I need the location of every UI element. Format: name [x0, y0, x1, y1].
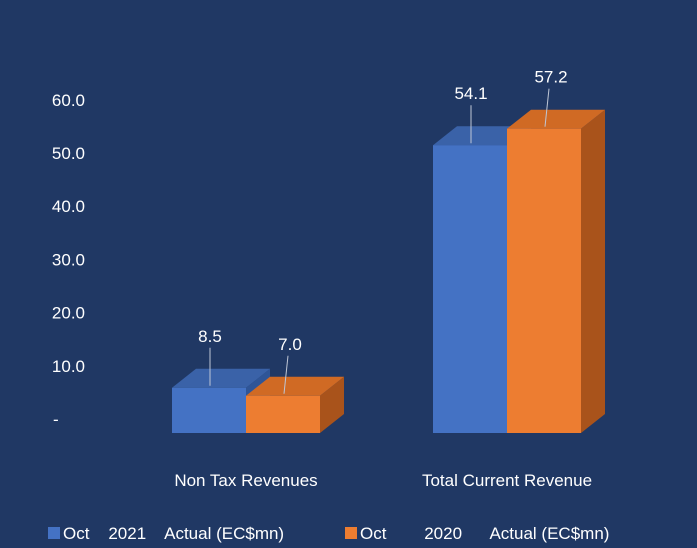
bar-front [507, 128, 581, 434]
legend: Oct 2021 Actual (EC$mn) Oct 2020 Actual (… [48, 524, 609, 543]
legend-swatch [48, 527, 60, 539]
data-label: 8.5 [198, 327, 222, 346]
x-category-label: Total Current Revenue [422, 471, 592, 490]
y-tick-label: - [53, 410, 59, 429]
data-label: 54.1 [454, 84, 487, 103]
y-tick-label: 60.0 [52, 91, 85, 110]
bar-front [246, 395, 320, 433]
data-label: 57.2 [534, 68, 567, 87]
legend-label: Oct 2021 Actual (EC$mn) [63, 524, 284, 543]
bar: 57.2 [507, 68, 605, 434]
y-tick-label: 50.0 [52, 144, 85, 163]
bar-top [172, 368, 270, 388]
bar: 7.0 [246, 335, 344, 433]
y-tick-label: 40.0 [52, 197, 85, 216]
bar-side [581, 109, 605, 434]
bar-top [507, 109, 605, 129]
data-label-leader [283, 355, 289, 394]
y-tick-label: 30.0 [52, 250, 85, 269]
y-tick-label: 20.0 [52, 304, 85, 323]
bar-front [172, 387, 246, 433]
data-label-leader [544, 88, 550, 127]
bar-side [320, 376, 344, 433]
y-axis: - 10.0 20.0 30.0 40.0 50.0 60.0 [52, 91, 85, 429]
y-tick-label: 10.0 [52, 357, 85, 376]
legend-swatch [345, 527, 357, 539]
bars: 8.5 7.0 54.1 57.2 [172, 68, 605, 434]
legend-label: Oct 2020 Actual (EC$mn) [360, 524, 609, 543]
bar-top [246, 376, 344, 396]
legend-item: Oct 2020 Actual (EC$mn) [345, 524, 609, 543]
x-axis: Non Tax Revenues Total Current Revenue [174, 471, 592, 490]
bar-top [433, 126, 531, 146]
x-category-label: Non Tax Revenues [174, 471, 317, 490]
legend-item: Oct 2021 Actual (EC$mn) [48, 524, 284, 543]
bar-front [433, 145, 507, 434]
data-label: 7.0 [278, 335, 302, 354]
